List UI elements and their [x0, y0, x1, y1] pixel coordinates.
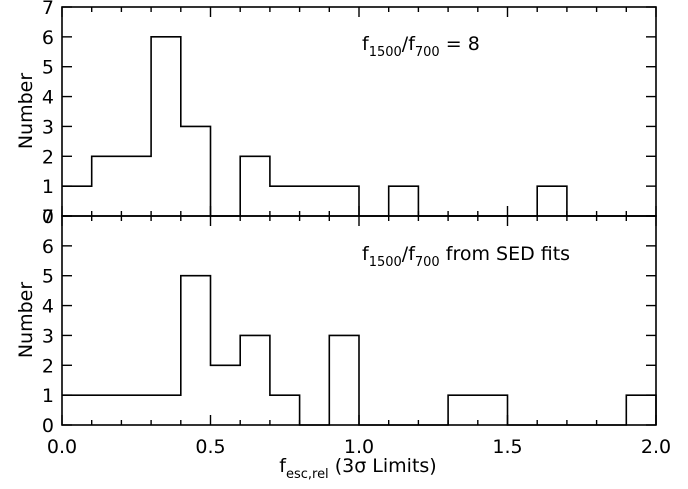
x-axis-label: fesc,rel (3σ Limits) — [279, 455, 436, 482]
x-tick-labels: 0.0 0.5 1.0 1.5 2.0 — [47, 436, 671, 458]
bottom-histogram-steps — [62, 274, 657, 426]
bottom-y-tick-label: 2 — [42, 355, 54, 377]
bottom-y-tick-label: 7 — [42, 206, 54, 228]
top-y-tick-label: 1 — [42, 176, 54, 198]
x-tick-label: 0.5 — [195, 436, 225, 458]
top-annotation: f1500/f700 = 8 — [362, 33, 480, 60]
bottom-y-tick-label: 1 — [42, 385, 54, 407]
top-y-tick-label: 2 — [42, 146, 54, 168]
x-tick-label: 1.0 — [344, 436, 374, 458]
bottom-y-tick-label: 4 — [42, 296, 54, 318]
bottom-y-tick-label: 0 — [42, 415, 54, 437]
bottom-y-tick-label: 6 — [42, 236, 54, 258]
top-y-tick-label: 4 — [42, 87, 54, 109]
top-y-tick-label: 0 — [42, 206, 54, 228]
top-y-tick-labels: 0 1 2 3 4 5 6 7 — [42, 0, 54, 228]
x-tick-label: 2.0 — [641, 436, 671, 458]
x-tick-label: 0.0 — [47, 436, 77, 458]
bottom-annotation: f1500/f700 from SED fits — [362, 243, 570, 270]
top-y-tick-label: 3 — [42, 116, 54, 138]
panel-bottom: 0 1 2 3 4 5 6 7 Number f1500/f700 from SED fits… — [15, 206, 671, 482]
top-histogram-steps — [62, 36, 656, 217]
bottom-y-tick-label: 5 — [42, 266, 54, 288]
x-tick-label: 1.5 — [492, 436, 522, 458]
top-y-tick-label: 5 — [42, 57, 54, 79]
panel-top: 0 1 2 3 4 5 6 7 Number f1500/f700 = 8 — [15, 0, 656, 228]
top-y-tick-label: 7 — [42, 0, 54, 19]
top-y-axis-label: Number — [15, 73, 37, 150]
bottom-y-axis-label: Number — [15, 282, 37, 359]
bottom-y-tick-label: 3 — [42, 325, 54, 347]
top-y-tick-label: 6 — [42, 27, 54, 49]
bottom-y-tick-labels: 0 1 2 3 4 5 6 7 — [42, 206, 54, 437]
